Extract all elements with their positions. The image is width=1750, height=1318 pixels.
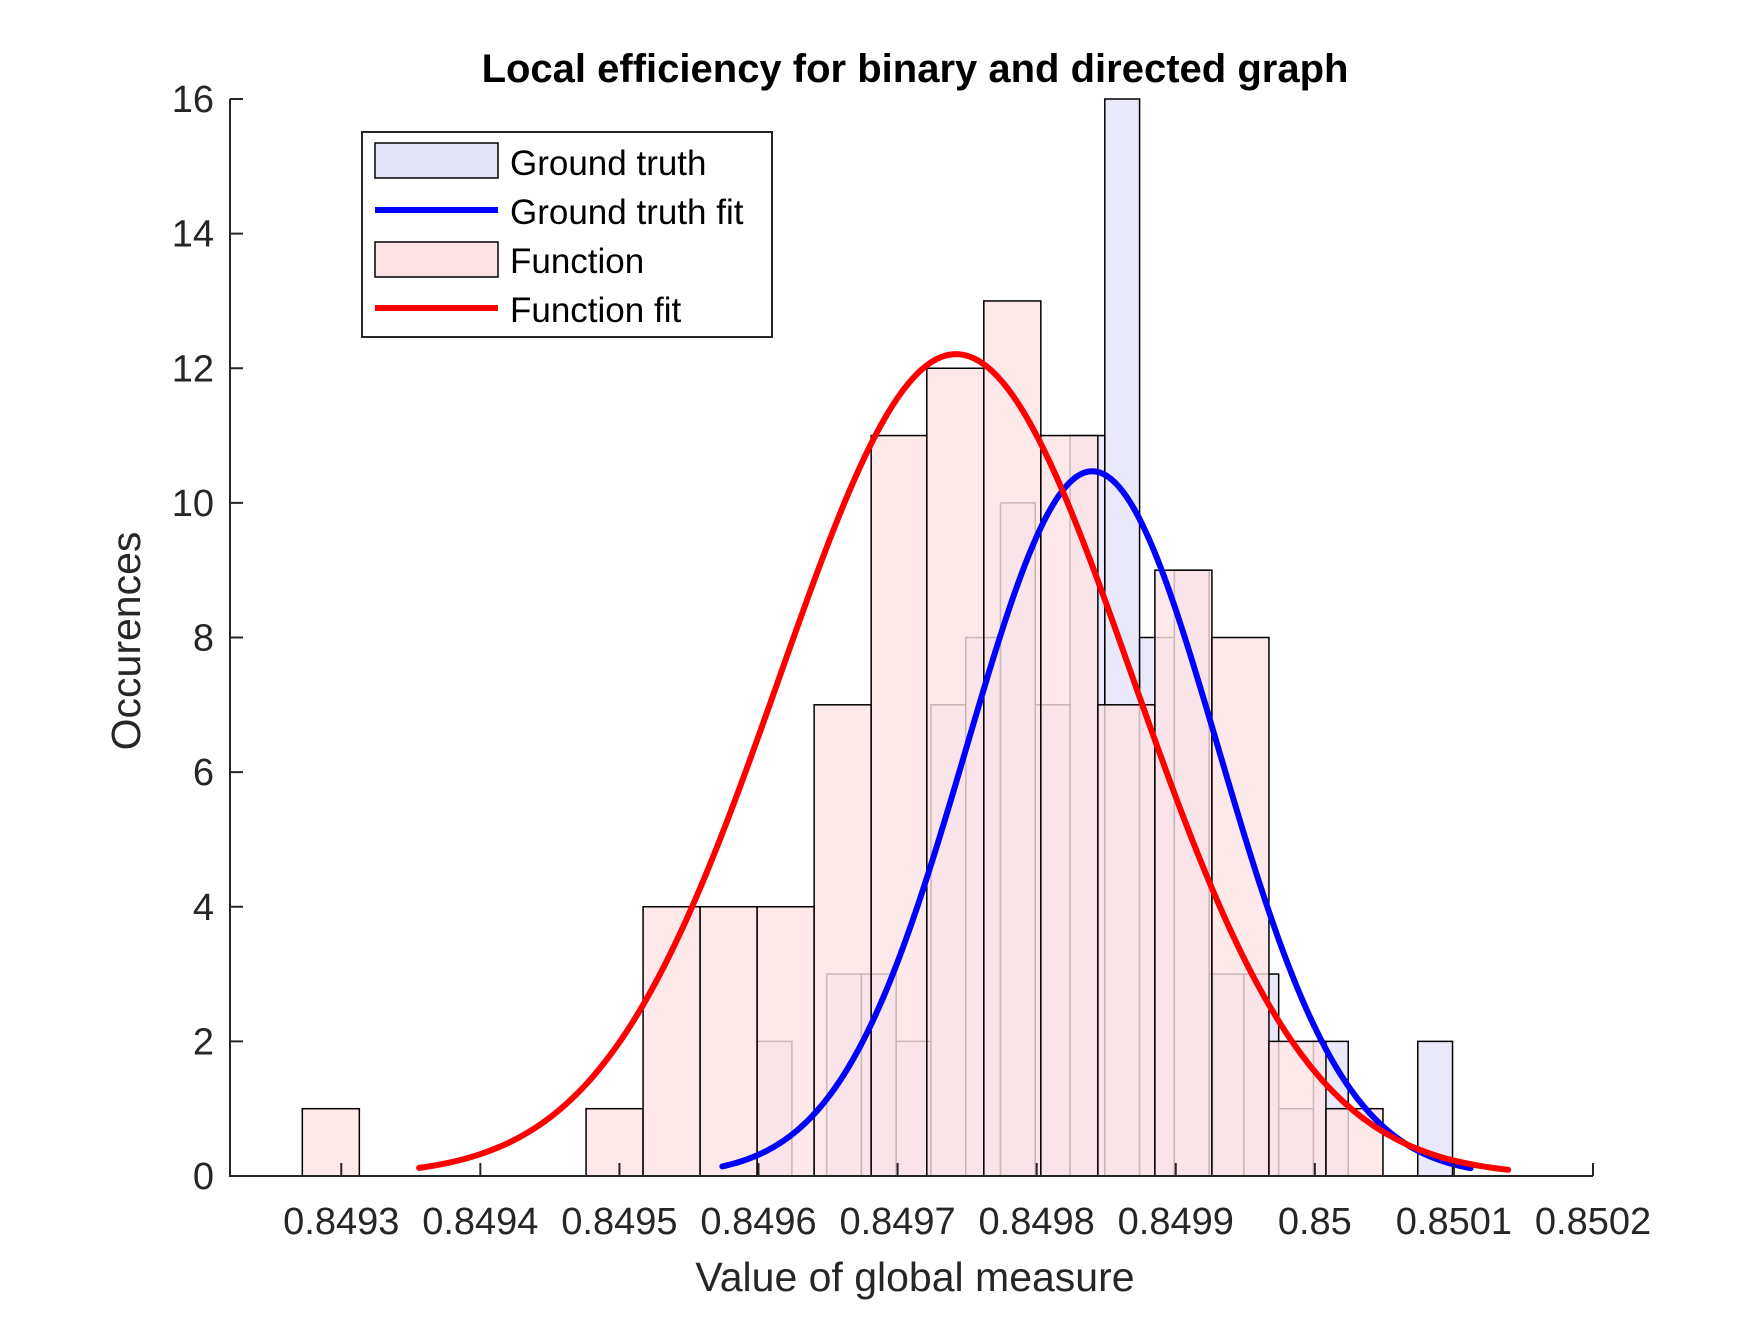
function-bar [870,434,928,1177]
chart-title: Local efficiency for binary and directed… [482,47,1349,91]
function-bar [756,906,815,1177]
x-tick-label: 0.8502 [1535,1201,1651,1243]
legend: Ground truth Ground truth fit Function F… [361,131,773,338]
legend-label-function: Function [510,242,644,281]
legend-label-ground-truth-fit: Ground truth fit [510,193,744,232]
x-tick-label: 0.8498 [979,1201,1095,1243]
y-tick-label: 16 [172,79,214,121]
y-tick-label: 8 [193,618,214,660]
y-tick-label: 14 [172,214,214,256]
legend-label-function-fit: Function fit [510,291,681,330]
function-bar [585,1107,644,1177]
function-bar [1268,1040,1327,1177]
function-bar [301,1107,361,1177]
x-tick-label: 0.8495 [561,1201,677,1243]
y-tick-label: 6 [193,752,214,794]
y-tick-label: 10 [172,483,214,525]
y-axis-label: Occurences [103,532,149,751]
x-axis-ticks: 0.8493 0.8494 0.8495 0.8496 0.8497 0.8498 0.84… [283,1163,1651,1243]
y-tick-label: 2 [193,1021,214,1063]
ground-truth-fit-curve [719,468,1474,1172]
y-tick-label: 12 [172,348,214,390]
function-bar [983,300,1042,1177]
function-fit-curve [416,351,1512,1173]
y-tick-label: 0 [193,1156,214,1198]
function-bar [1097,704,1156,1177]
x-tick-label: 0.85 [1278,1201,1352,1243]
x-tick-label: 0.8494 [422,1201,538,1243]
function-bar [699,906,758,1177]
y-axis-ticks: 0 2 4 6 8 10 12 14 16 [172,79,243,1198]
function-bar [926,367,985,1177]
x-tick-label: 0.8501 [1396,1201,1512,1243]
x-tick-label: 0.8497 [839,1201,955,1243]
x-tick-label: 0.8496 [700,1201,816,1243]
legend-label-ground-truth: Ground truth [510,144,707,183]
function-bar [1040,434,1099,1177]
x-tick-label: 0.8493 [283,1201,399,1243]
function-bar [813,704,872,1177]
y-tick-label: 4 [193,887,214,929]
legend-swatch-function [374,241,499,278]
x-tick-label: 0.8499 [1118,1201,1234,1243]
x-axis-label: Value of global measure [695,1254,1134,1300]
legend-swatch-ground-truth [374,142,499,179]
plot-area [301,98,1512,1177]
